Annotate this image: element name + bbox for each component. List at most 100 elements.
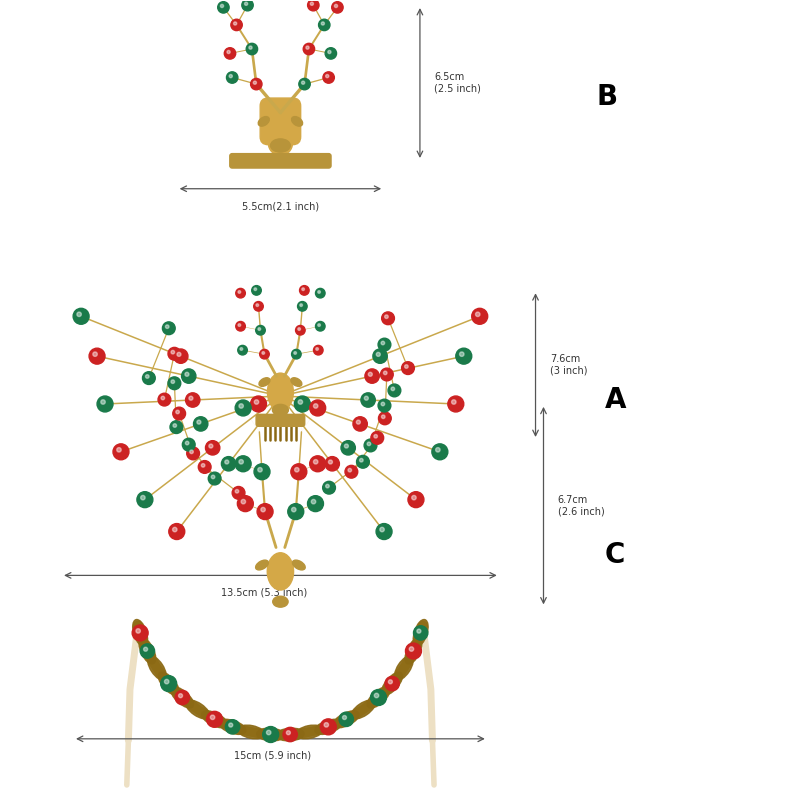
Circle shape (295, 326, 305, 335)
Circle shape (136, 629, 140, 633)
Circle shape (97, 396, 113, 412)
FancyBboxPatch shape (230, 154, 331, 168)
Circle shape (220, 4, 223, 7)
Circle shape (261, 507, 266, 512)
Circle shape (367, 442, 370, 446)
Circle shape (238, 496, 254, 512)
Circle shape (310, 2, 314, 6)
Circle shape (132, 625, 148, 641)
Circle shape (170, 421, 182, 434)
Text: A: A (605, 386, 626, 414)
Ellipse shape (258, 117, 270, 126)
Circle shape (316, 348, 318, 350)
Ellipse shape (171, 687, 194, 708)
Circle shape (257, 504, 273, 519)
Ellipse shape (158, 672, 179, 695)
Circle shape (162, 322, 175, 334)
Circle shape (93, 352, 98, 356)
Circle shape (240, 348, 242, 350)
Circle shape (235, 490, 238, 493)
Circle shape (368, 372, 372, 376)
Ellipse shape (273, 596, 288, 607)
Circle shape (356, 420, 360, 424)
Circle shape (254, 288, 257, 290)
Ellipse shape (291, 378, 302, 386)
Circle shape (262, 352, 265, 354)
Circle shape (226, 720, 240, 734)
Circle shape (334, 4, 338, 7)
Ellipse shape (238, 725, 265, 738)
Circle shape (101, 400, 106, 404)
Ellipse shape (414, 619, 428, 646)
Circle shape (194, 417, 208, 431)
Circle shape (342, 715, 346, 719)
Circle shape (252, 286, 262, 295)
Circle shape (266, 730, 271, 734)
Circle shape (402, 362, 414, 374)
Circle shape (166, 325, 169, 329)
Circle shape (209, 444, 213, 448)
Circle shape (329, 460, 333, 464)
Ellipse shape (276, 728, 304, 741)
Circle shape (294, 467, 299, 472)
Ellipse shape (293, 560, 306, 570)
Circle shape (142, 372, 155, 385)
Circle shape (382, 312, 394, 325)
Circle shape (176, 410, 179, 414)
Circle shape (260, 350, 270, 359)
Ellipse shape (351, 700, 375, 719)
Circle shape (381, 402, 385, 406)
Circle shape (310, 400, 326, 416)
Circle shape (206, 441, 220, 455)
Text: 6.5cm
(2.5 inch): 6.5cm (2.5 inch) (434, 72, 481, 94)
Circle shape (448, 396, 464, 412)
Circle shape (302, 288, 305, 290)
Circle shape (406, 643, 422, 659)
Circle shape (298, 400, 302, 404)
Text: B: B (597, 83, 618, 111)
Circle shape (361, 393, 375, 407)
Circle shape (182, 438, 195, 451)
Circle shape (246, 43, 258, 54)
Circle shape (231, 19, 242, 30)
Circle shape (186, 393, 200, 407)
Circle shape (378, 399, 391, 412)
Circle shape (359, 458, 363, 462)
Circle shape (241, 499, 246, 504)
Circle shape (173, 407, 186, 420)
Circle shape (210, 715, 214, 719)
Circle shape (432, 444, 448, 460)
Circle shape (322, 22, 325, 25)
Ellipse shape (296, 725, 323, 738)
Circle shape (328, 50, 331, 54)
Circle shape (314, 346, 323, 355)
Circle shape (382, 415, 385, 418)
Circle shape (250, 78, 262, 90)
Circle shape (388, 680, 392, 684)
Text: 5.5cm(2.1 inch): 5.5cm(2.1 inch) (242, 202, 319, 211)
Circle shape (249, 46, 252, 49)
Ellipse shape (394, 656, 414, 680)
Circle shape (208, 472, 221, 485)
Ellipse shape (139, 638, 156, 664)
Circle shape (291, 350, 301, 359)
Circle shape (173, 527, 177, 532)
Circle shape (238, 346, 247, 355)
Circle shape (472, 308, 488, 324)
Circle shape (318, 290, 321, 294)
Circle shape (262, 726, 278, 742)
Circle shape (322, 482, 335, 494)
Circle shape (314, 459, 318, 464)
Circle shape (374, 434, 378, 438)
Circle shape (310, 456, 326, 472)
Circle shape (299, 286, 309, 295)
Circle shape (229, 74, 232, 78)
Text: 13.5cm (5.3 inch): 13.5cm (5.3 inch) (222, 587, 307, 598)
Ellipse shape (270, 139, 290, 152)
Circle shape (376, 523, 392, 539)
Circle shape (186, 442, 189, 445)
Circle shape (77, 312, 82, 317)
Circle shape (300, 304, 302, 306)
Circle shape (190, 450, 194, 454)
Circle shape (380, 527, 384, 532)
